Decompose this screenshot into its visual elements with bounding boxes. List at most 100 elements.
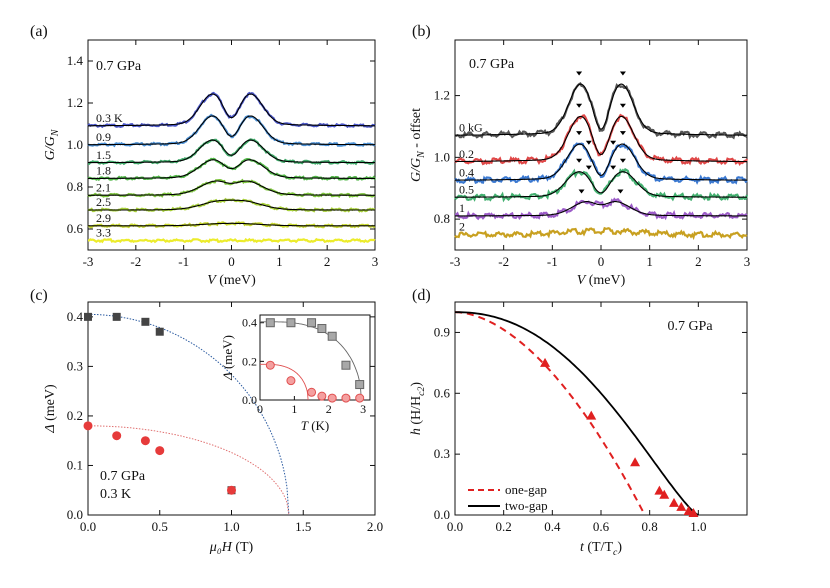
panel-a-xlabel-var: V <box>207 273 217 288</box>
inset-data-point <box>341 393 351 403</box>
panel-b-ytick-label: 1.0 <box>434 149 450 164</box>
panel-a-xtick-label: 3 <box>372 254 379 269</box>
panel-c-ytick-label: 0.3 <box>67 358 83 373</box>
panel-c-xtick-label: 1.0 <box>223 519 239 534</box>
inset-data-point <box>327 393 337 403</box>
panel-d-ytick-label: 0.0 <box>434 507 450 522</box>
panel-a-tunneling-temperature: -3 -2 -1 0 1 2 3 0.6 0.8 1.0 1.2 1.4 0.3 K 0.9 1.5 1.8 2… <box>43 39 379 288</box>
panel-b-xtick-label: -1 <box>547 254 558 269</box>
panel-a-ytick-label: 0.6 <box>67 221 84 236</box>
panel-c-data-point <box>155 327 164 336</box>
inset-xtick-label: 2 <box>326 402 332 416</box>
panel-d-xtick-label: 0.4 <box>544 519 561 534</box>
panel-b-fit-curve <box>455 115 747 163</box>
inset-data-point <box>286 376 296 386</box>
panel-c-data-point <box>83 421 93 431</box>
panel-label-c: (c) <box>30 287 48 304</box>
panel-d-xtick-label: 1.0 <box>690 519 706 534</box>
inset-ylabel-unit: (meV) <box>220 335 235 372</box>
panel-c-xtick-label: 1.5 <box>295 519 311 534</box>
panel-a-curve-label: 2.9 <box>96 211 111 225</box>
panel-d-xtick-label: 0.6 <box>593 519 610 534</box>
panel-b-xtick-label: 3 <box>744 254 751 269</box>
panel-c-ytick-label: 0.4 <box>67 309 84 324</box>
panel-b-tunneling-field: -3 -2 -1 0 1 2 3 0.8 1.0 1.2 0 kG 0.2 0.4 0.5 1 2 0.7 GP… <box>409 39 751 288</box>
panel-b-peak-marker <box>619 158 626 163</box>
panel-b-xtick-label: 0 <box>598 254 605 269</box>
panel-b-peak-marker <box>585 165 592 170</box>
panel-b-peak-marker <box>619 71 626 76</box>
panel-d-data-point <box>540 357 551 367</box>
panel-a-ylabel-sub: N <box>50 128 61 137</box>
panel-a-ytick-label: 1.2 <box>67 95 83 110</box>
panel-b-xtick-label: -3 <box>450 254 461 269</box>
inset-xlabel-unit: (K) <box>308 418 329 433</box>
inset-data-point <box>317 391 327 401</box>
panel-d-data-point <box>688 507 699 517</box>
panel-c-xlabel: μ₀H (T) <box>209 540 254 555</box>
panel-d-ytick-label: 0.3 <box>434 446 450 461</box>
inset-data-point <box>307 387 317 397</box>
panel-c-annotation-temperature: 0.3 K <box>100 487 131 502</box>
panel-d-ylabel-rest: ) <box>409 382 424 387</box>
panel-c-xlabel-var: μ₀H <box>209 540 233 555</box>
inset-xtick-label: 0 <box>257 402 263 416</box>
panel-d-ylabel: h (H/Hc2) <box>409 382 427 436</box>
inset-xlabel-var: T <box>301 418 309 433</box>
inset-fit-curve <box>260 363 309 401</box>
panel-a-xtick-label: -3 <box>83 254 94 269</box>
panel-b-curve-label: 0.2 <box>459 147 474 161</box>
panel-d-data-point <box>654 485 665 495</box>
panel-d-ylabel-unit: (H/H <box>409 396 424 428</box>
panel-b-ylabel: G/GN - offset <box>409 108 427 182</box>
panel-a-ytick-label: 1.0 <box>67 137 83 152</box>
panel-d-annotation: 0.7 GPa <box>667 319 713 334</box>
panel-c-gap-vs-field: 0.0 0.5 1.0 1.5 2.0 0.0 0.1 0.2 0.3 0.4 0.7 GPa 0.3… <box>43 301 383 555</box>
panel-d-hc2-vs-temperature: 0.0 0.2 0.4 0.6 0.8 1.0 0.0 0.3 0.6 0.9 0.7 GPa one… <box>409 301 748 558</box>
panel-d-one-gap-curve <box>454 311 646 516</box>
panel-d-legend-one-gap-label: one-gap <box>505 482 547 497</box>
panel-b-ytick-label: 1.2 <box>434 88 450 103</box>
panel-b-peak-marker <box>578 189 585 194</box>
panel-d-two-gap-curve <box>454 311 699 516</box>
panel-c-xtick-label: 0.0 <box>80 519 96 534</box>
inset-data-point <box>307 318 317 328</box>
panel-d-xtick-label: 0.8 <box>642 519 658 534</box>
panel-b-peak-marker <box>576 158 583 163</box>
panel-b-peak-marker <box>576 103 583 108</box>
panel-d-xlabel: t (T/Tc) <box>580 540 622 558</box>
panel-b-fit-curve <box>455 83 747 136</box>
panel-c-data-point <box>84 312 92 321</box>
panel-b-curve-label: 1 <box>459 201 465 215</box>
panel-a-curve-label: 1.5 <box>96 148 111 162</box>
panel-a-ytick-label: 0.8 <box>67 179 83 194</box>
inset-ylabel: Δ (meV) <box>220 335 235 381</box>
inset-data-point <box>265 360 275 370</box>
panel-b-peak-marker <box>610 140 617 145</box>
panel-b-peak-marker <box>617 189 624 194</box>
panel-a-curve-label: 2.1 <box>96 180 111 194</box>
panel-d-data-point <box>676 501 687 511</box>
panel-d-ytick-label: 0.9 <box>434 324 450 339</box>
panel-b-data-curve <box>454 113 748 167</box>
panel-b-peak-marker <box>610 165 617 170</box>
panel-b-curve-label: 2 <box>459 220 465 234</box>
panel-a-xtick-label: -1 <box>178 254 189 269</box>
panel-a-fit-curve <box>88 139 375 164</box>
panel-a-fit-curve <box>88 115 375 146</box>
panel-a-data-curve <box>88 237 376 244</box>
panel-d-data-point <box>630 457 641 467</box>
panel-a-curve-label: 2.5 <box>96 195 111 209</box>
panel-a-fit-curve <box>88 222 375 227</box>
panel-c-fit-curve <box>88 425 290 516</box>
inset-data-point <box>317 324 327 334</box>
panel-c-ytick-label: 0.0 <box>67 507 83 522</box>
panel-b-xlabel-var: V <box>577 273 587 288</box>
panel-c-data-point <box>141 317 150 326</box>
panel-b-data-curve <box>455 197 748 221</box>
panel-a-fit-curve <box>88 159 375 179</box>
inset-ylabel-var: Δ <box>220 372 235 381</box>
panel-a-annotation: 0.7 GPa <box>96 59 142 74</box>
panel-a-curve-label: 1.8 <box>96 164 111 178</box>
